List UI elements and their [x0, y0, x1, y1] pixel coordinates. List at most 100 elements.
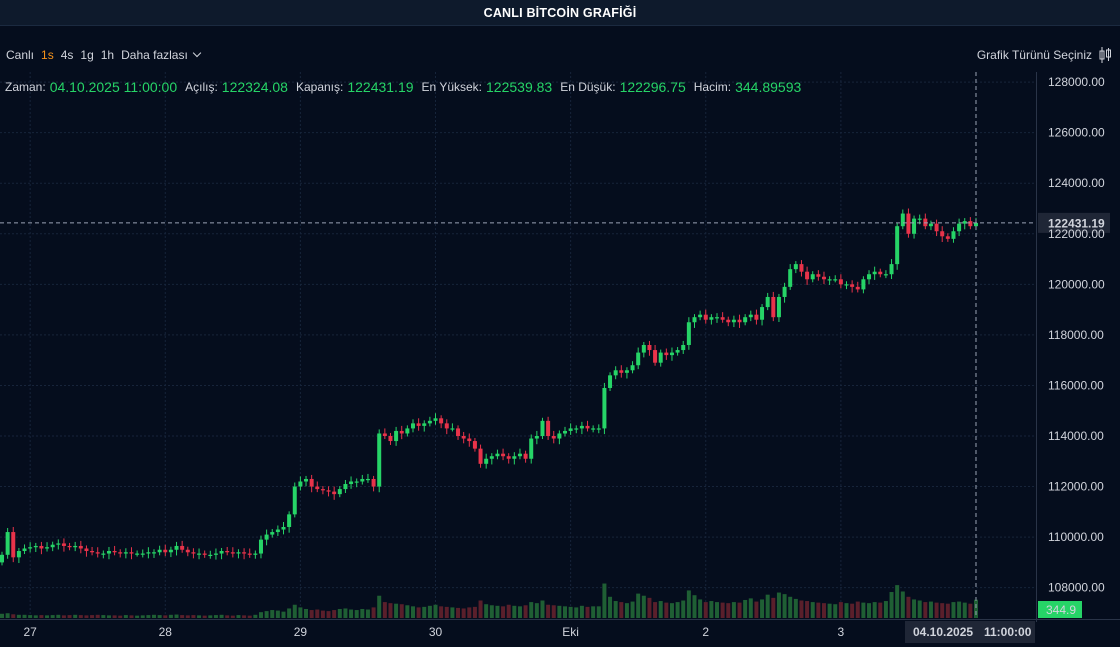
volume-bar [394, 603, 399, 618]
volume-bar [726, 603, 731, 618]
candle [185, 546, 190, 557]
volume-bar [112, 615, 117, 618]
chart-type-button[interactable]: Grafik Türünü Seçiniz [977, 44, 1112, 66]
volume-bar [332, 610, 337, 618]
volume-bar [67, 615, 72, 618]
candle [771, 291, 776, 322]
volume-bar [861, 602, 866, 618]
candle-body [456, 428, 461, 436]
candle-body [281, 527, 286, 530]
volume-bar [799, 600, 804, 618]
volume-bar [242, 615, 247, 618]
timeframe-1g[interactable]: 1g [80, 48, 94, 62]
candle-body [78, 545, 83, 549]
candle [805, 266, 810, 285]
candle-body [850, 284, 855, 287]
volume-bar [427, 605, 432, 618]
axes: 108000.00 110000.00 112000.00 114000.00 1160… [0, 72, 1120, 639]
volume-bar [923, 602, 928, 618]
volume-bar [889, 592, 894, 618]
candle [934, 219, 939, 237]
timeframe-live[interactable]: Canlı [6, 48, 35, 62]
candle [636, 347, 641, 370]
candle [50, 541, 55, 552]
volume-bar [641, 595, 646, 618]
timeframe-1h[interactable]: 1h [100, 48, 115, 62]
candle-body [191, 552, 196, 554]
timeframe-4s[interactable]: 4s [60, 48, 74, 62]
volume-bar [478, 600, 483, 618]
candle [568, 423, 573, 435]
candle-body [461, 436, 466, 439]
candle-body [433, 418, 438, 421]
volume-bar [760, 599, 765, 618]
candle [872, 266, 877, 280]
candle [270, 529, 275, 538]
volume-bar [163, 615, 168, 618]
candle [197, 548, 202, 560]
candle-body [157, 549, 162, 553]
candle [399, 425, 404, 440]
candle [613, 366, 618, 380]
volume-bar [90, 615, 95, 618]
candle-body [715, 317, 720, 319]
candle-body [22, 548, 27, 552]
candle [743, 314, 748, 326]
candle [439, 415, 444, 429]
candle [940, 226, 945, 242]
candle [501, 448, 506, 461]
grid [0, 72, 1036, 618]
candle-body [213, 553, 218, 555]
high-value: 122539.83 [486, 79, 553, 95]
candle [906, 208, 911, 238]
volume-bar [912, 599, 917, 618]
candle-body [664, 352, 669, 356]
candle-body [709, 317, 714, 320]
candle-body [410, 423, 415, 429]
candle-body [304, 478, 309, 482]
volume-bar [16, 614, 21, 618]
candle [112, 545, 117, 556]
volume-bar [951, 602, 956, 618]
volume-bar [934, 602, 939, 618]
candle-body [596, 428, 601, 430]
candle [737, 314, 742, 328]
volume-bar [230, 615, 235, 618]
volume-bar [337, 608, 342, 618]
candle [292, 482, 297, 518]
candle [101, 550, 106, 559]
timeframe-1s[interactable]: 1s [41, 48, 54, 62]
volume-bar [33, 615, 38, 618]
candle-body [315, 486, 320, 490]
candle [653, 345, 658, 366]
candle [495, 449, 500, 460]
candle-body [591, 428, 596, 430]
candle-body [861, 279, 866, 290]
candle-body [185, 549, 190, 553]
candle [275, 525, 280, 536]
volume-bar [197, 615, 202, 618]
volume-bar [653, 602, 658, 618]
volume-bar [22, 614, 27, 618]
candle [731, 315, 736, 328]
volume-bar [135, 615, 140, 618]
current-time-label: 11:00:00 [984, 625, 1032, 639]
volume-bar [765, 594, 770, 618]
x-tick-label: Eki [562, 625, 579, 639]
more-timeframes-button[interactable]: Daha fazlası [121, 48, 202, 62]
candle-body [917, 218, 922, 220]
candle [45, 542, 50, 552]
volume-bar [878, 602, 883, 618]
candle-body [197, 553, 202, 555]
volume-bar [219, 614, 224, 618]
volume-bar [253, 614, 258, 618]
candle-body [225, 551, 230, 553]
candle [0, 551, 4, 566]
volume-bar [123, 615, 128, 618]
candle-body [337, 489, 342, 495]
candle [422, 420, 427, 432]
candle-body [247, 553, 252, 555]
candle-body [275, 529, 280, 533]
candle-body [743, 317, 748, 323]
